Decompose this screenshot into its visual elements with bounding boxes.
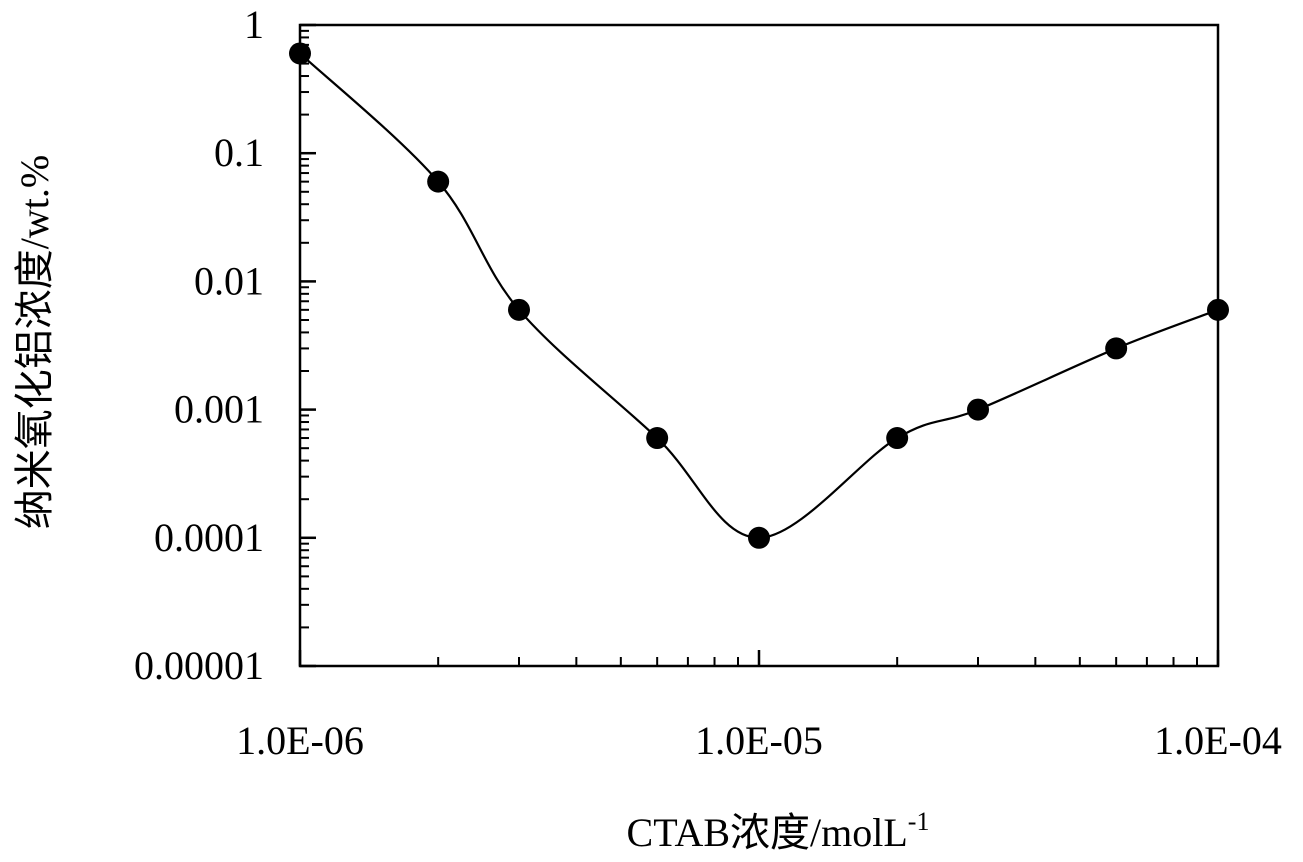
y-major-ticks [300, 23, 316, 668]
x-axis-title-superscript: -1 [908, 807, 930, 836]
x-axis-title-main: CTAB浓度/molL [627, 810, 908, 855]
y-minor-ticks [300, 29, 309, 629]
x-minor-ticks [437, 657, 1198, 666]
data-point [507, 298, 530, 321]
y-tick-label: 0.0001 [154, 515, 264, 560]
data-point [886, 427, 909, 450]
x-axis-title: CTAB浓度/molL-1 [627, 807, 930, 855]
y-tick-label: 0.001 [174, 387, 264, 432]
plot-frame [298, 23, 1220, 668]
y-axis-title: 纳米氧化铝浓度/wt.% [12, 155, 57, 529]
data-point [1207, 298, 1229, 321]
y-tick-label: 0.1 [214, 130, 264, 175]
data-point [289, 42, 311, 65]
data-point [966, 398, 989, 421]
y-tick-label: 0.00001 [134, 643, 264, 688]
data-point [646, 427, 669, 450]
series-points [289, 42, 1229, 549]
y-tick-labels: 1 0.1 0.01 0.001 0.0001 0.00001 [134, 2, 264, 688]
y-tick-label: 1 [244, 2, 264, 47]
data-point [748, 526, 770, 549]
x-tick-label: 1.0E-05 [695, 718, 823, 763]
data-point [427, 170, 450, 193]
data-point [1105, 337, 1128, 360]
x-tick-label: 1.0E-04 [1154, 718, 1282, 763]
series-line [299, 52, 1219, 539]
x-tick-label: 1.0E-06 [236, 718, 364, 763]
y-tick-label: 0.01 [194, 258, 264, 303]
x-tick-labels: 1.0E-06 1.0E-05 1.0E-04 [236, 718, 1282, 763]
